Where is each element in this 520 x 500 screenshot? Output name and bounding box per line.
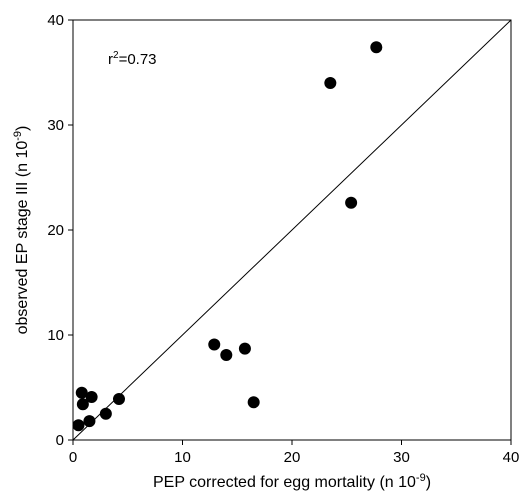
y-tick-label: 0 — [56, 432, 64, 449]
one-to-one-line — [72, 19, 512, 441]
data-point-11 — [76, 398, 89, 411]
x-tick-label: 0 — [69, 449, 77, 466]
data-point-2 — [345, 196, 358, 209]
y-tick-label: 10 — [47, 327, 64, 344]
r-squared-annotation: r2=0.73 — [108, 50, 157, 68]
y-tick-label: 20 — [47, 222, 64, 239]
y-tick-label: 40 — [47, 12, 64, 29]
data-point-7 — [112, 393, 125, 406]
x-axis-label: PEP corrected for egg mortality (n 10-9) — [153, 472, 431, 491]
data-point-3 — [208, 338, 221, 351]
x-tick-label: 10 — [174, 449, 191, 466]
data-point-4 — [220, 348, 233, 361]
data-point-8 — [99, 407, 112, 420]
data-point-6 — [247, 396, 260, 409]
y-tick-label: 30 — [47, 117, 64, 134]
data-point-10 — [75, 386, 88, 399]
data-point-9 — [85, 390, 98, 403]
data-point-12 — [83, 415, 96, 428]
x-tick-label: 40 — [503, 449, 520, 466]
data-point-1 — [324, 77, 337, 89]
data-point-5 — [238, 342, 251, 355]
x-tick-label: 20 — [284, 449, 301, 466]
data-point-13 — [72, 419, 85, 432]
x-tick-label: 30 — [393, 449, 410, 466]
y-axis-label: observed EP stage III (n 10-9) — [12, 126, 31, 335]
data-point-0 — [370, 41, 383, 54]
